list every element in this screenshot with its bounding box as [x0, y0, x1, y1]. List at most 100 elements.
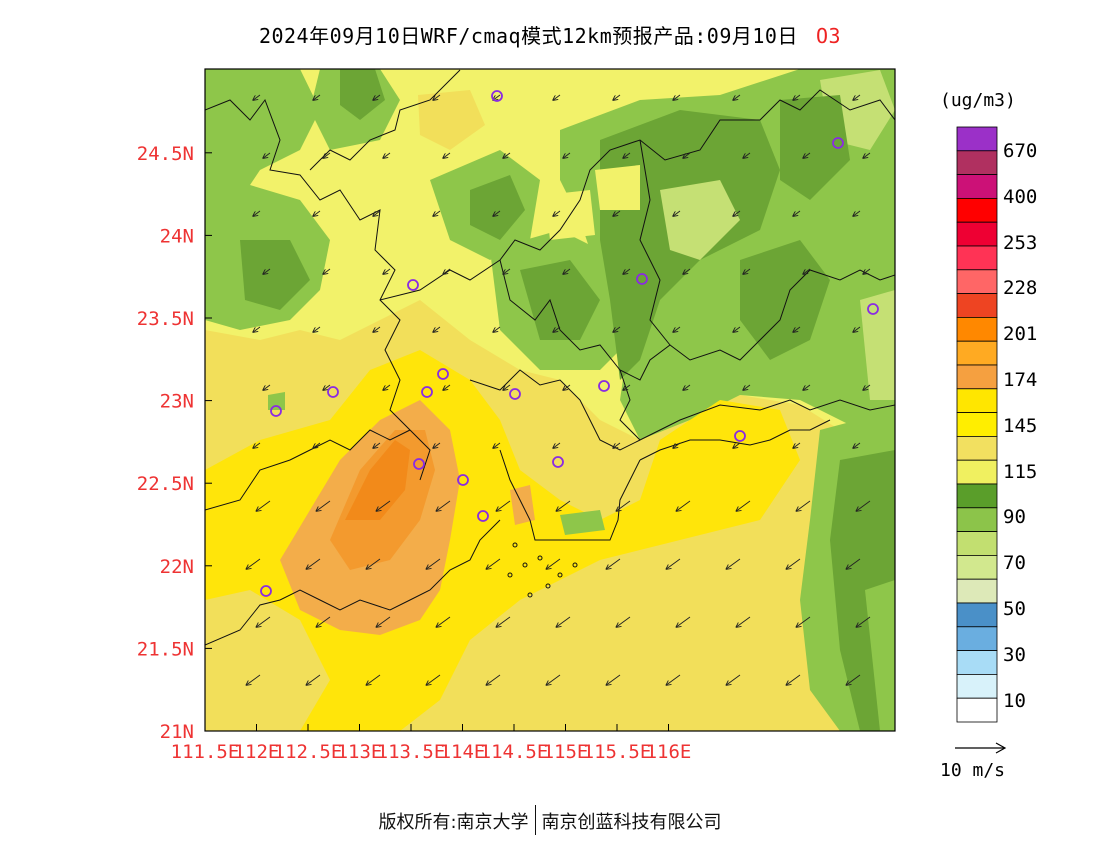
wind-arrow	[727, 674, 741, 685]
station-marker	[260, 585, 272, 597]
station-marker	[832, 137, 844, 149]
wind-arrow	[373, 326, 381, 332]
boundary-lines	[205, 69, 895, 646]
map-title: 2024年09月10日WRF/cmaq模式12km预报产品:09月10日 O3	[0, 20, 1100, 49]
wind-arrow	[733, 326, 741, 332]
station-marker	[552, 456, 564, 468]
wind-arrow	[493, 442, 501, 448]
x-tick-label: 114.5E	[480, 741, 549, 763]
colorbar-label: 253	[1003, 231, 1038, 254]
station-marker	[327, 386, 339, 398]
wind-arrow	[673, 326, 681, 332]
colorbar-unit: (ug/m3)	[940, 90, 1016, 111]
colorbar-swatch	[956, 697, 998, 723]
wind-arrow	[253, 210, 261, 216]
wind-arrow	[797, 616, 811, 627]
wind-arrow	[433, 326, 441, 332]
colorbar-swatch	[956, 412, 998, 437]
wind-arrow	[793, 442, 801, 448]
colorbar-swatch	[956, 340, 998, 366]
station-marker	[270, 405, 282, 417]
wind-arrow	[667, 674, 681, 685]
wind-arrow	[553, 94, 561, 100]
wind-arrow	[727, 558, 741, 569]
wind-arrow	[613, 94, 621, 100]
wind-arrow	[743, 152, 751, 158]
wind-arrow	[677, 500, 691, 511]
wind-arrow	[743, 268, 751, 274]
wind-arrow	[263, 268, 271, 274]
wind-arrow	[433, 94, 441, 100]
y-tick-label: 22N	[160, 556, 194, 578]
wind-arrow	[557, 616, 571, 627]
wind-arrow	[563, 152, 571, 158]
y-tick-label: 23N	[160, 391, 194, 413]
colorbar-swatch	[956, 507, 998, 532]
wind-arrow	[737, 500, 751, 511]
wind-arrow	[493, 210, 501, 216]
colorbar-label: 670	[1003, 140, 1038, 162]
colorbar-label: 10	[1003, 689, 1026, 712]
colorbar-swatch	[956, 150, 998, 176]
colorbar-label: 70	[1003, 552, 1026, 575]
wind-arrow	[253, 442, 261, 448]
wind-arrow	[373, 442, 381, 448]
wind-arrow	[263, 152, 271, 158]
wind-scale-label: 10 m/s	[940, 760, 1006, 781]
y-tick-label: 21.5N	[137, 638, 194, 660]
x-tick-label: 112E	[234, 741, 280, 763]
colorbar-label: 228	[1003, 277, 1038, 300]
wind-arrow	[487, 674, 501, 685]
wind-arrow	[493, 94, 501, 100]
colorbar-swatch	[956, 316, 998, 342]
wind-arrow	[607, 558, 621, 569]
wind-arrow	[247, 674, 261, 685]
wind-arrow	[373, 210, 381, 216]
station-marker	[407, 279, 419, 291]
wind-arrow	[787, 674, 801, 685]
station-marker	[734, 430, 746, 442]
wind-arrow	[743, 384, 751, 390]
wind-arrow	[427, 558, 441, 569]
y-tick-label: 24.5N	[137, 143, 194, 165]
footer-right: 南京创蓝科技有限公司	[541, 812, 722, 833]
station-marker	[437, 368, 449, 380]
wind-arrow	[427, 674, 441, 685]
wind-arrow	[253, 326, 261, 332]
colorbar-label: 145	[1003, 414, 1038, 437]
station-marker	[457, 474, 469, 486]
colorbar-swatch	[956, 221, 998, 247]
wind-arrow	[617, 616, 631, 627]
wind-arrow	[257, 616, 271, 627]
colorbar-swatch	[956, 126, 998, 152]
monitoring-stations	[260, 90, 879, 597]
colorbar-swatch	[956, 650, 998, 675]
y-tick-label: 21N	[160, 721, 194, 743]
wind-arrow	[547, 558, 561, 569]
wind-arrow	[617, 500, 631, 511]
colorbar-label: 174	[1003, 369, 1038, 391]
colorbar-label: 90	[1003, 506, 1026, 529]
x-tick-label: 116E	[646, 741, 692, 763]
colorbar-label: 400	[1003, 185, 1038, 208]
colorbar-swatch	[956, 435, 998, 461]
axis-ticks: 111.5E112E112.5E113E113.5E114E114.5E115E…	[137, 143, 692, 763]
wind-arrow	[373, 94, 381, 100]
wind-arrow	[367, 674, 381, 685]
wind-arrow	[553, 442, 561, 448]
x-tick-label: 114E	[440, 741, 486, 763]
wind-arrow	[857, 616, 871, 627]
station-marker	[867, 303, 879, 315]
wind-vector-field	[247, 94, 871, 685]
wind-arrow	[613, 210, 621, 216]
wind-arrow	[733, 210, 741, 216]
wind-arrow	[247, 558, 261, 569]
wind-arrow	[737, 616, 751, 627]
station-marker	[509, 388, 521, 400]
colorbar-swatch	[956, 531, 998, 556]
y-tick-label: 22.5N	[137, 473, 194, 495]
wind-arrow	[433, 442, 441, 448]
wind-arrow	[437, 500, 451, 511]
wind-scale-arrow	[955, 742, 1007, 754]
wind-arrow	[793, 326, 801, 332]
